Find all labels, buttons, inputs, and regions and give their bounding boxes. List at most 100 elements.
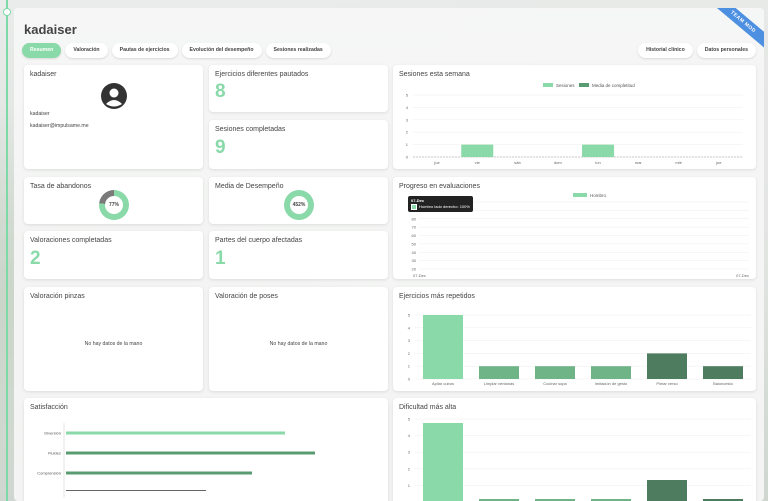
sesiones-title: Sesiones completadas	[215, 126, 286, 133]
repetidos-title: Ejercicios más repetidos	[399, 293, 475, 300]
sesiones-semana-title: Sesiones esta semana	[399, 71, 470, 78]
partes-title: Partes del cuerpo afectadas	[215, 237, 303, 244]
abandono-title: Tasa de abandonos	[30, 183, 92, 190]
tab-pautas[interactable]: Pautas de ejercicios	[111, 43, 178, 58]
bar-dificultad	[535, 499, 575, 501]
y-tick-label: 30	[412, 258, 417, 263]
x-tick-label: lun	[595, 160, 600, 165]
valoraciones-value: 2	[30, 248, 41, 269]
partes-card: Partes del cuerpo afectadas 1	[209, 231, 388, 279]
satisfaccion-card: Satisfacción Diversión Fluidez Comprensión	[24, 398, 388, 501]
y-tick-label: 4	[408, 433, 411, 438]
x-tick-label: Baloncesto	[713, 381, 734, 386]
satisfaccion-title: Satisfacción	[30, 404, 68, 411]
x-tick-label: Imitación de gesto	[595, 381, 628, 386]
partes-value: 1	[215, 248, 226, 269]
sesiones-value: 9	[215, 137, 226, 158]
tooltip-text: Hombro lado derecho: 100%	[419, 204, 470, 210]
y-tick-label: 3	[406, 117, 409, 122]
y-tick-label: 2	[406, 130, 409, 135]
patient-dashboard: TEAM MOD kadaiser Resumen Valoración Pau…	[14, 8, 764, 501]
desempeno-title: Media de Desempeño	[215, 183, 284, 190]
desempeno-card: Media de Desempeño 452%	[209, 177, 388, 224]
bar-dificultad	[591, 499, 631, 501]
y-tick-label: 60	[412, 233, 417, 238]
y-tick-label: 2	[408, 466, 411, 471]
pinzas-card: Valoración pinzas No hay datos de la man…	[24, 287, 203, 391]
desempeno-donut-label: 452%	[290, 196, 308, 214]
y-tick-label: 70	[412, 225, 417, 230]
y-tick-label: 1	[406, 142, 409, 147]
tab-valoracion[interactable]: Valoración	[65, 43, 108, 58]
dificultad-card: Dificultad más alta 5 4 3 2 1	[393, 398, 756, 501]
tooltip-date: 07-Dec	[411, 198, 425, 203]
profile-card: kadaiser kadaiser kadaiser@impulsame.me	[24, 65, 203, 169]
valoraciones-card: Valoraciones completadas 2	[24, 231, 203, 279]
bar-ejercicio	[535, 366, 575, 379]
tab-evolucion[interactable]: Evolución del desempeño	[181, 43, 262, 58]
x-tick-label: jue	[433, 160, 440, 165]
profile-username: kadaiser	[30, 111, 50, 117]
dificultad-title: Dificultad más alta	[399, 404, 457, 411]
satisfaccion-chart: Diversión Fluidez Comprensión	[37, 423, 315, 498]
legend-swatch-sesiones	[543, 83, 553, 87]
poses-title: Valoración de poses	[215, 293, 278, 300]
ejercicios-card: Ejercicios diferentes pautados 8	[209, 65, 388, 112]
historial-button[interactable]: Historial clínico	[638, 43, 693, 58]
ejercicios-value: 8	[215, 81, 226, 102]
y-tick-label: 0	[408, 377, 411, 382]
bar-ejercicio	[479, 366, 519, 379]
bar-dificultad	[423, 423, 463, 501]
x-tick-label: Cocinar sopa	[543, 381, 567, 386]
valoraciones-title: Valoraciones completadas	[30, 237, 112, 244]
y-tick-label: 80	[412, 216, 417, 221]
x-tick-label: mié	[675, 160, 682, 165]
profile-email: kadaiser@impulsame.me	[30, 123, 89, 129]
bar-satisfaccion	[66, 471, 252, 475]
repetidos-card: Ejercicios más repetidos 5 4 3 2 1 0 Apilar cu…	[393, 287, 756, 391]
y-tick-label: 1	[408, 364, 411, 369]
sesiones-semana-card: Sesiones esta semana Sesiones Media de co…	[393, 65, 756, 169]
progreso-card: Progreso en evaluaciones Hombro100908070…	[393, 177, 756, 279]
page-title: kadaiser	[24, 22, 77, 37]
bar-dificultad	[703, 499, 743, 501]
y-tick-label: Diversión	[44, 431, 61, 436]
bar-dificultad	[479, 499, 519, 501]
y-tick-label: 5	[408, 417, 411, 422]
x-tick-label: Limpiar ventanas	[484, 381, 514, 386]
y-tick-label: 3	[408, 338, 411, 343]
x-tick-label: Pintar verso	[656, 381, 678, 386]
sesiones-card: Sesiones completadas 9	[209, 120, 388, 169]
y-tick-label: 20	[412, 267, 417, 272]
progreso-title: Progreso en evaluaciones	[399, 183, 480, 190]
legend-swatch-hombro	[573, 193, 587, 197]
progreso-tooltip: 07-Dec Hombro lado derecho: 100%	[408, 196, 473, 213]
bar-satisfaccion	[66, 451, 315, 455]
y-tick-label: 50	[412, 241, 417, 246]
sesiones-semana-chart: Sesiones Media de completitud 5 4 3 2 1 0 jue vie…	[406, 83, 743, 165]
poses-empty: No hay datos de la mano	[269, 341, 328, 347]
tab-sesiones[interactable]: Sesiones realizadas	[265, 43, 331, 58]
y-tick-label: 5	[406, 93, 409, 98]
tab-resumen[interactable]: Resumen	[22, 43, 62, 58]
legend-label-sesiones: Sesiones	[556, 83, 575, 88]
bar-satisfaccion	[66, 431, 285, 435]
x-tick-label: sáb	[514, 160, 521, 165]
y-tick-label: 3	[408, 450, 411, 455]
timeline-dot	[3, 8, 11, 16]
secondary-tabs: Historial clínico Datos personales	[638, 43, 756, 58]
bar-partial	[66, 490, 206, 491]
datos-personales-button[interactable]: Datos personales	[696, 43, 756, 58]
legend-swatch-media	[579, 83, 589, 87]
x-tick-label: vie	[475, 160, 481, 165]
bar-ejercicio	[423, 315, 463, 379]
pinzas-title: Valoración pinzas	[30, 293, 85, 300]
y-tick-label: 4	[408, 325, 411, 330]
x-tick-label: mar	[635, 160, 643, 165]
avatar-icon	[101, 83, 127, 109]
y-tick-label: 0	[406, 155, 409, 160]
abandono-card: Tasa de abandonos 77%	[24, 177, 203, 224]
legend-label-media: Media de completitud	[592, 83, 635, 88]
y-tick-label: Fluidez	[48, 451, 61, 456]
